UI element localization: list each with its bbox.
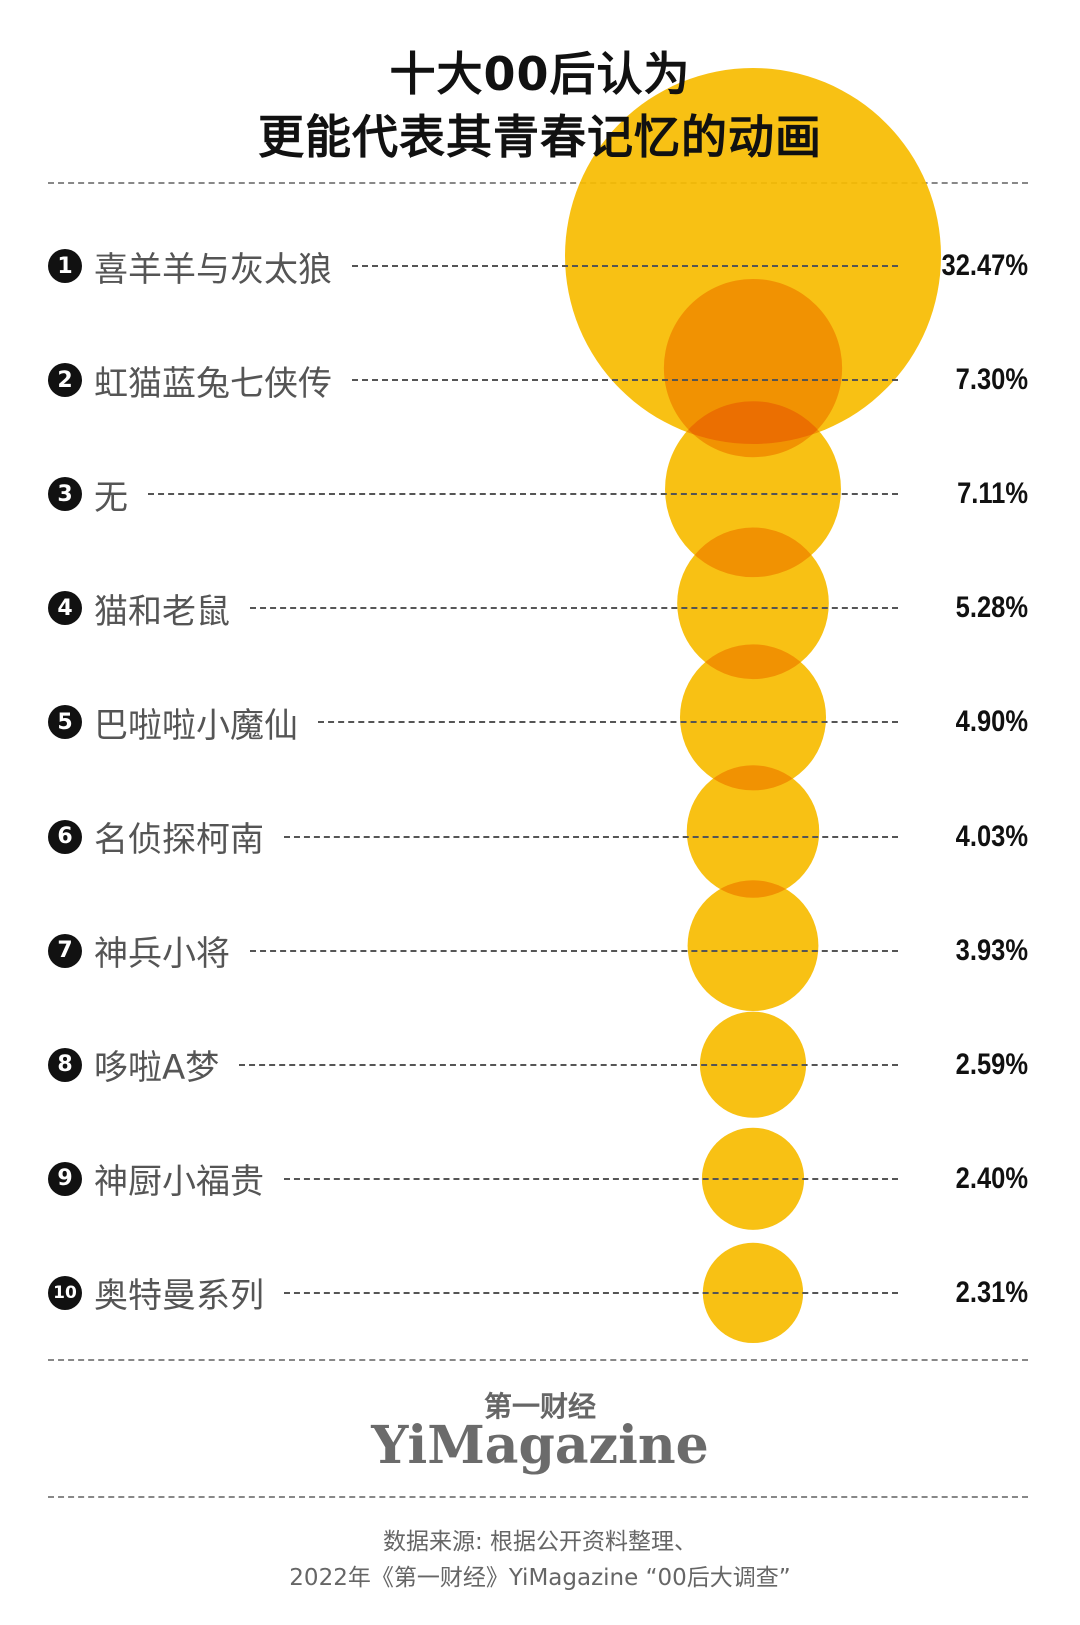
chart-row: 6 名侦探柯南 4.03% — [48, 812, 1028, 862]
leader-line — [284, 835, 898, 838]
divider-bottom — [48, 1496, 1028, 1498]
bubble-7 — [687, 880, 819, 1012]
logo-chinese: 第一财经 — [483, 1390, 596, 1423]
rank-badge: 10 — [48, 1275, 82, 1310]
leader-line — [148, 493, 898, 496]
rank-badge: 5 — [48, 705, 82, 740]
rank-badge: 6 — [48, 819, 82, 854]
divider-top — [48, 182, 1028, 184]
category-label: 奥特曼系列 — [94, 1276, 264, 1317]
chart-row: 9 神厨小福贵 2.40% — [48, 1154, 1028, 1204]
leader-line — [284, 1291, 898, 1294]
rank-badge: 9 — [48, 1161, 82, 1196]
bubble-4 — [677, 527, 829, 680]
divider-middle — [48, 1359, 1028, 1361]
category-label: 名侦探柯南 — [94, 820, 264, 860]
category-label: 巴啦啦小魔仙 — [94, 705, 298, 746]
chart-row: 8 哆啦A梦 2.59% — [48, 1040, 1028, 1090]
chart-row: 7 神兵小将 3.93% — [48, 926, 1028, 976]
logo-english: YiMagazine — [371, 1415, 709, 1476]
rank-badge: 4 — [48, 591, 82, 626]
category-label: 哆啦A梦 — [94, 1048, 220, 1089]
category-label: 神兵小将 — [94, 934, 230, 975]
bubble-2 — [663, 278, 843, 458]
value-label: 32.47% — [941, 249, 1028, 282]
leader-line — [318, 721, 898, 724]
bubble-3 — [665, 401, 841, 578]
source-line2: 2022年《第一财经》YiMagazine “00后大调查” — [289, 1565, 791, 1591]
leader-line — [239, 1063, 898, 1066]
bubble-5 — [679, 644, 827, 791]
chart-title-line1: 十大00后认为 — [389, 47, 691, 101]
chart-row: 5 巴啦啦小魔仙 4.90% — [48, 697, 1028, 747]
value-label: 7.11% — [957, 477, 1028, 511]
chart-row: 4 猫和老鼠 5.28% — [48, 583, 1028, 633]
chart-row: 2 虹猫蓝兔七侠传 7.30% — [48, 355, 1028, 405]
rank-badge: 2 — [48, 363, 82, 398]
chart-row: 1 喜羊羊与灰太狼 32.47% — [48, 241, 1028, 291]
leader-line — [352, 265, 898, 267]
value-label: 7.30% — [955, 363, 1028, 397]
leader-line — [352, 379, 898, 382]
chart-row: 3 无 7.11% — [48, 469, 1028, 519]
rank-badge: 8 — [48, 1047, 82, 1082]
rank-badge: 3 — [48, 477, 82, 512]
value-label: 2.59% — [955, 1047, 1028, 1081]
bubble-1 — [565, 68, 941, 444]
category-label: 喜羊羊与灰太狼 — [94, 249, 332, 290]
chart-title-line2: 更能代表其青春记忆的动画 — [258, 110, 822, 164]
value-label: 3.93% — [955, 933, 1028, 967]
category-label: 虹猫蓝兔七侠传 — [94, 363, 332, 404]
source-line1: 数据来源: 根据公开资料整理、 — [382, 1529, 698, 1555]
leader-line — [284, 1177, 898, 1180]
value-label: 5.28% — [955, 591, 1028, 625]
value-label: 4.03% — [955, 819, 1028, 853]
value-label: 4.90% — [955, 705, 1028, 739]
category-label: 无 — [94, 477, 128, 518]
category-label: 神厨小福贵 — [94, 1162, 264, 1203]
rank-badge: 1 — [48, 249, 82, 283]
category-label: 猫和老鼠 — [94, 591, 230, 632]
chart-row: 10 奥特曼系列 2.31% — [48, 1268, 1028, 1318]
bubble-6 — [686, 765, 820, 898]
leader-line — [250, 607, 898, 610]
rank-badge: 7 — [48, 933, 82, 968]
value-label: 2.31% — [955, 1275, 1028, 1309]
leader-line — [250, 949, 898, 952]
value-label: 2.40% — [955, 1161, 1028, 1195]
